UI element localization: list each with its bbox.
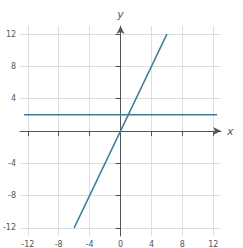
svg-text:-12: -12	[21, 240, 34, 248]
svg-text:-4: -4	[8, 159, 16, 168]
svg-text:0: 0	[118, 240, 123, 248]
svg-text:12: 12	[208, 240, 218, 248]
svg-text:-8: -8	[55, 240, 63, 248]
svg-text:8: 8	[180, 240, 185, 248]
svg-text:12: 12	[6, 30, 16, 39]
svg-text:x: x	[226, 125, 234, 138]
svg-text:y: y	[116, 8, 124, 21]
svg-text:-4: -4	[86, 240, 94, 248]
svg-text:-12: -12	[3, 223, 16, 232]
svg-text:4: 4	[149, 240, 154, 248]
svg-text:-8: -8	[8, 191, 16, 200]
svg-text:8: 8	[11, 62, 16, 71]
svg-text:4: 4	[11, 94, 16, 103]
